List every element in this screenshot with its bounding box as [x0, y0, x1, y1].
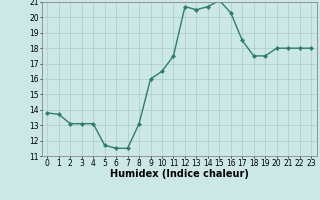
X-axis label: Humidex (Indice chaleur): Humidex (Indice chaleur) — [110, 169, 249, 179]
